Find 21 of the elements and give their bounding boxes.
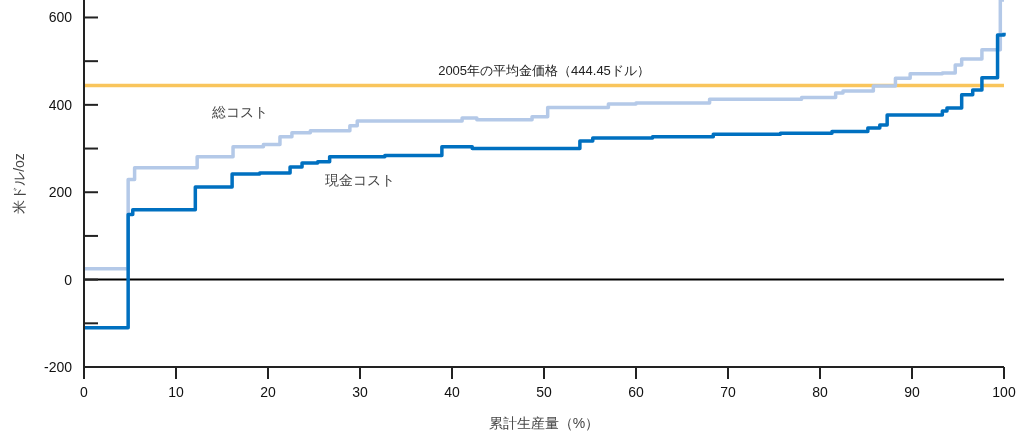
series-label: 総コスト [211, 103, 269, 120]
x-tick-label: 70 [720, 384, 736, 400]
x-tick-label: 40 [444, 384, 460, 400]
y-tick-label: 600 [48, 9, 73, 26]
x-tick-label: 90 [904, 384, 920, 400]
x-tick-label: 80 [812, 384, 828, 400]
x-tick-label: 60 [628, 384, 644, 400]
y-tick-label: 200 [48, 184, 73, 201]
x-tick-label: 50 [536, 384, 552, 400]
y-tick-label: 0 [64, 271, 73, 288]
y-axis-title: 米ドル/oz [11, 153, 27, 214]
x-tick-label: 10 [168, 384, 184, 400]
x-tick-label: 30 [352, 384, 368, 400]
series-label: 現金コスト [325, 171, 395, 188]
x-tick-label: 20 [260, 384, 276, 400]
y-tick-label: -200 [43, 359, 73, 375]
ref-line-label: 2005年の平均金価格（444.45ドル） [438, 63, 650, 79]
x-tick-label: 100 [992, 384, 1016, 400]
y-tick-label: 400 [48, 96, 73, 113]
x-tick-label: 0 [80, 384, 89, 400]
x-axis-title: 累計生産量（%） [488, 415, 600, 431]
